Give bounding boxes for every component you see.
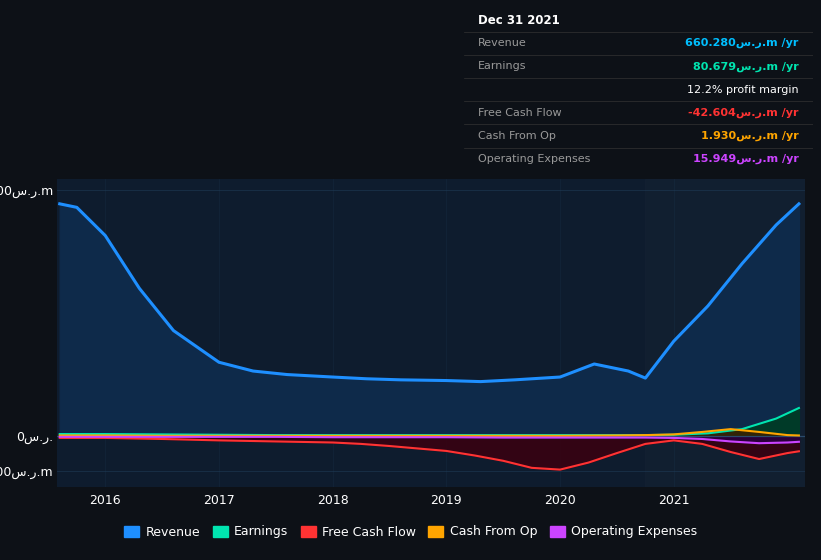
Text: Operating Expenses: Operating Expenses <box>478 154 590 164</box>
Text: Revenue: Revenue <box>478 38 526 48</box>
Text: Dec 31 2021: Dec 31 2021 <box>478 13 560 26</box>
Text: Cash From Op: Cash From Op <box>478 131 556 141</box>
Text: 1.930س.ر.m /yr: 1.930س.ر.m /yr <box>701 131 799 141</box>
Text: 12.2% profit margin: 12.2% profit margin <box>687 85 799 95</box>
Text: Free Cash Flow: Free Cash Flow <box>478 108 562 118</box>
Text: -42.604س.ر.m /yr: -42.604س.ر.m /yr <box>688 108 799 118</box>
Legend: Revenue, Earnings, Free Cash Flow, Cash From Op, Operating Expenses: Revenue, Earnings, Free Cash Flow, Cash … <box>119 520 702 544</box>
Bar <box>645 179 805 487</box>
Text: 660.280س.ر.m /yr: 660.280س.ر.m /yr <box>686 38 799 48</box>
Text: Earnings: Earnings <box>478 62 526 72</box>
Text: 80.679س.ر.m /yr: 80.679س.ر.m /yr <box>693 61 799 72</box>
Text: 15.949س.ر.m /yr: 15.949س.ر.m /yr <box>693 154 799 164</box>
